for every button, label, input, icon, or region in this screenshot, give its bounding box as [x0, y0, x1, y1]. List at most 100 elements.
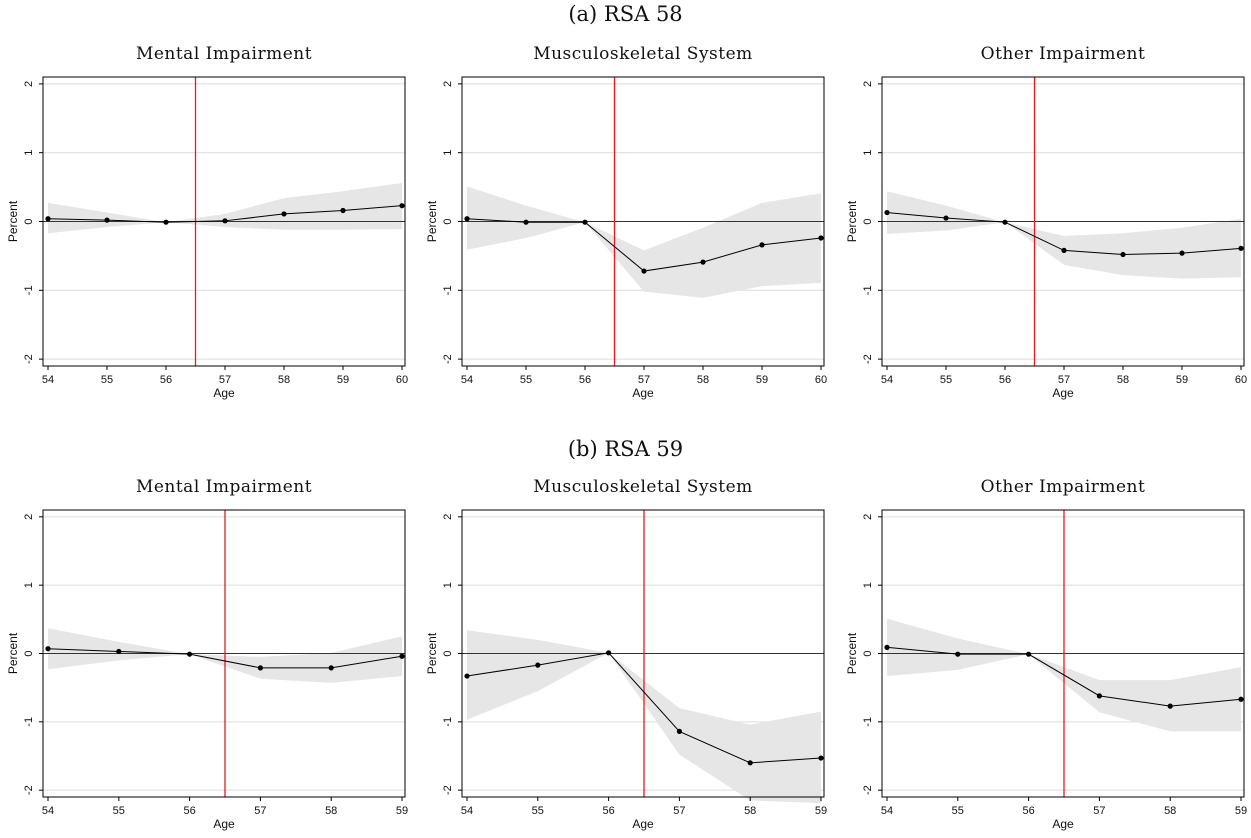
x-tick-label: 56	[183, 805, 195, 817]
x-tick-label: 57	[1093, 805, 1105, 817]
data-point	[116, 648, 122, 655]
y-axis-label: Percent	[845, 632, 859, 674]
y-tick-label: 0	[442, 650, 454, 656]
chart-title: Mental Impairment	[136, 477, 312, 497]
x-tick-label: 56	[999, 374, 1011, 386]
data-point	[340, 207, 346, 214]
chart-6: Other Impairment -2 -1 0 1 2 Percent 54 55 56 57 58…	[845, 477, 1247, 831]
x-tick-label: 55	[101, 374, 113, 386]
data-point	[523, 219, 529, 225]
x-axis-label: Age	[1052, 817, 1074, 831]
x-tick-label: 56	[160, 374, 172, 386]
data-point	[747, 760, 753, 766]
confidence-band	[467, 186, 821, 298]
y-tick-label: -1	[862, 285, 874, 295]
y-tick-label: 2	[442, 81, 454, 87]
y-tick-label: -1	[442, 717, 454, 727]
y-tick-label: 2	[862, 81, 874, 87]
x-axis-label: Age	[1052, 386, 1074, 400]
chart-title: Musculoskeletal System	[533, 477, 753, 497]
chart-1: Mental Impairment -2 -1 0 1 2 Percent 54 55 56 57 5…	[6, 44, 408, 400]
y-tick-label: 1	[862, 150, 874, 156]
y-tick-label: -2	[862, 354, 874, 364]
x-tick-label: 59	[756, 374, 768, 386]
data-point	[884, 209, 890, 216]
x-tick-label: 54	[881, 374, 893, 386]
data-point	[582, 219, 588, 225]
data-point	[45, 646, 51, 652]
chart-2: Musculoskeletal System -2 -1 0 1 2 Percent 54 55…	[425, 44, 827, 400]
series-line	[886, 646, 1242, 707]
data-point	[535, 662, 541, 668]
panel-title-a: (a) RSA 58	[568, 2, 683, 26]
data-point	[464, 673, 470, 679]
x-tick-label: 56	[579, 374, 591, 386]
y-tick-label: 2	[862, 514, 874, 520]
y-tick-label: 1	[862, 582, 874, 588]
x-tick-label: 59	[815, 805, 827, 817]
chart-title: Other Impairment	[981, 44, 1146, 64]
x-tick-label: 59	[337, 374, 349, 386]
chart-5: Musculoskeletal System -2 -1 0 1 2 Percent 54 55…	[425, 477, 827, 831]
data-point	[104, 217, 110, 223]
y-tick-label: 1	[23, 150, 35, 156]
data-point	[163, 219, 169, 225]
chart-title: Musculoskeletal System	[533, 44, 753, 64]
x-tick-label: 58	[325, 805, 337, 817]
y-tick-label: -2	[23, 785, 35, 795]
data-point	[955, 651, 961, 657]
x-tick-label: 60	[815, 374, 827, 386]
series-line	[47, 648, 403, 669]
x-tick-label: 55	[520, 374, 532, 386]
data-point	[818, 235, 824, 241]
y-tick-label: 2	[23, 81, 35, 87]
x-tick-label: 57	[673, 805, 685, 817]
y-tick-label: -2	[442, 354, 454, 364]
data-point	[399, 203, 405, 209]
x-tick-label: 58	[1164, 805, 1176, 817]
data-point	[281, 211, 287, 217]
x-axis-label: Age	[632, 817, 654, 831]
chart-3: Other Impairment -2 -1 0 1 2 Percent 54 55 56 57 58…	[845, 44, 1247, 400]
x-tick-label: 60	[396, 374, 408, 386]
confidence-band	[48, 182, 402, 234]
data-point	[606, 650, 612, 656]
data-point	[399, 653, 405, 659]
data-point	[1002, 219, 1008, 225]
data-point	[884, 644, 890, 650]
x-tick-label: 58	[697, 374, 709, 386]
data-point	[222, 218, 228, 224]
data-point	[257, 665, 263, 671]
y-tick-label: 2	[442, 514, 454, 520]
chart-title: Other Impairment	[981, 477, 1146, 497]
y-axis-label: Percent	[845, 200, 859, 242]
y-axis-label: Percent	[6, 200, 20, 242]
data-point	[700, 259, 706, 265]
data-point	[45, 216, 51, 222]
y-tick-label: 0	[23, 650, 35, 656]
data-point	[1238, 696, 1244, 702]
series-line	[466, 652, 822, 764]
y-tick-label: 1	[442, 582, 454, 588]
chart-4: Mental Impairment -2 -1 0 1 2 Percent 54 55 56 57 5…	[6, 477, 408, 831]
x-tick-label: 57	[254, 805, 266, 817]
x-tick-label: 59	[1176, 374, 1188, 386]
y-tick-label: -2	[862, 785, 874, 795]
x-tick-label: 55	[940, 374, 952, 386]
x-tick-label: 54	[461, 805, 473, 817]
data-point	[1238, 245, 1244, 251]
data-point	[641, 268, 647, 274]
y-tick-label: 0	[862, 218, 874, 224]
x-axis-label: Age	[632, 386, 654, 400]
x-tick-label: 55	[952, 805, 964, 817]
y-tick-label: -1	[862, 717, 874, 727]
x-tick-label: 59	[1235, 805, 1247, 817]
data-point	[1120, 251, 1126, 258]
chart-title: Mental Impairment	[136, 44, 312, 64]
x-tick-label: 54	[42, 805, 54, 817]
data-point	[943, 215, 949, 221]
y-axis-label: Percent	[6, 632, 20, 674]
x-tick-label: 59	[396, 805, 408, 817]
data-point	[1096, 693, 1102, 699]
